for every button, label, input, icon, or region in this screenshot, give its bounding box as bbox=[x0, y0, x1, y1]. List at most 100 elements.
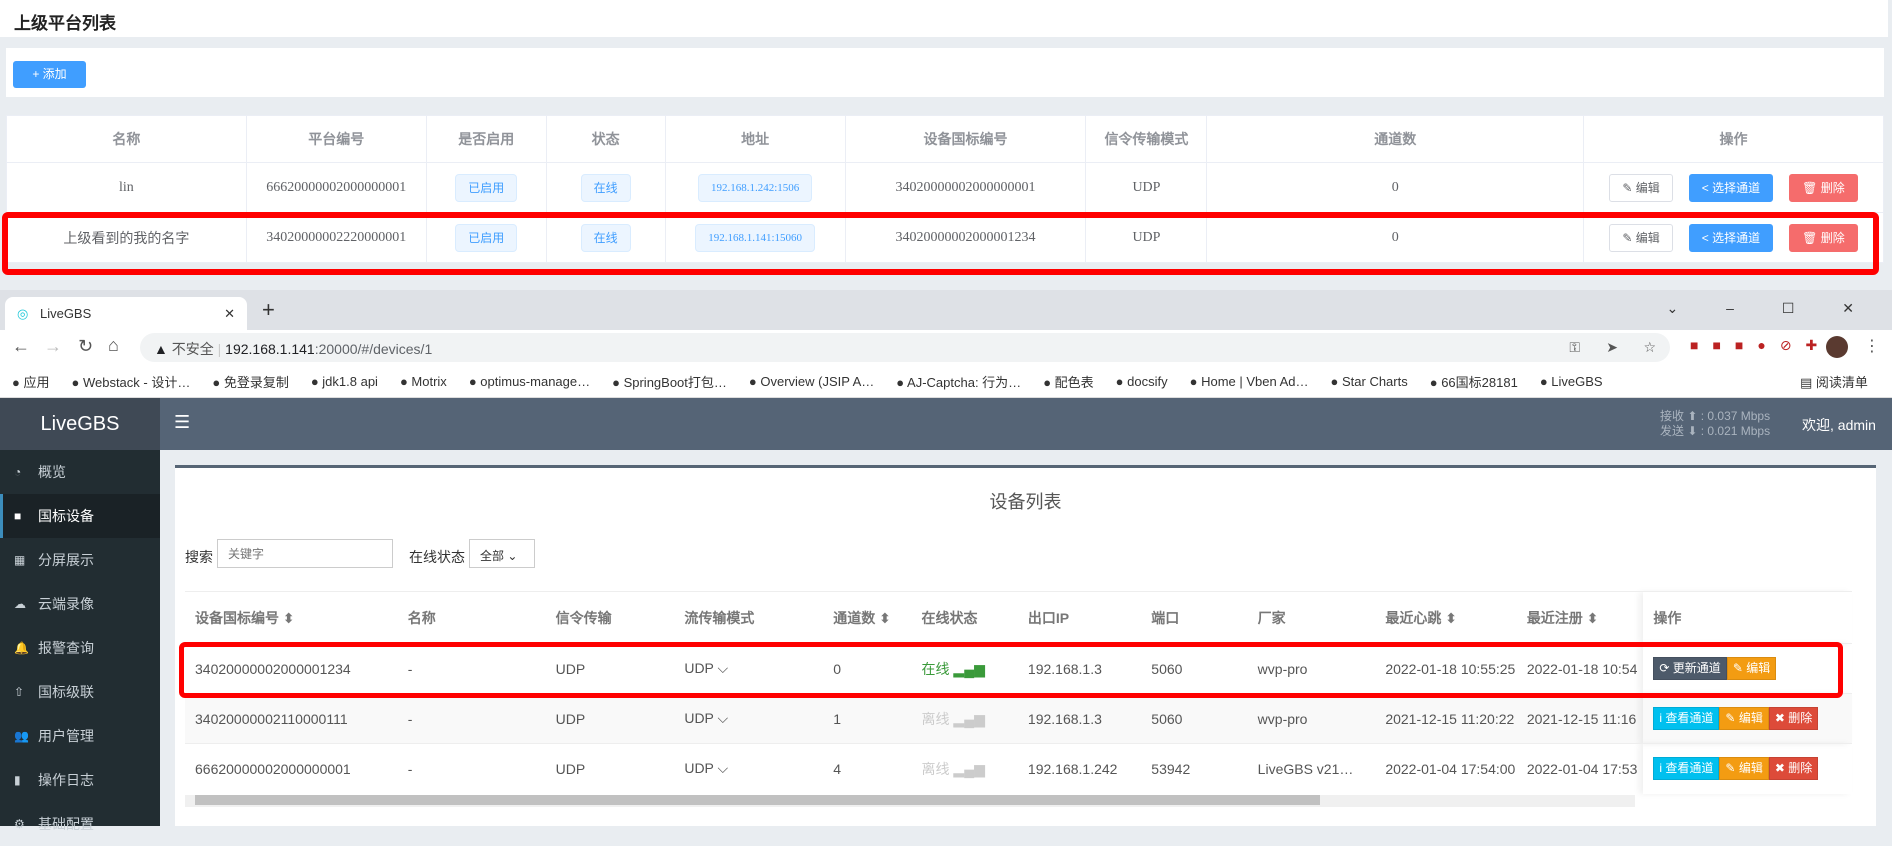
status-filter-value: 全部 bbox=[480, 549, 505, 563]
vendor-value: wvp-pro bbox=[1257, 660, 1308, 677]
file-icon: ▮ bbox=[14, 773, 21, 787]
ip-value: 192.168.1.3 bbox=[1027, 660, 1102, 677]
search-input[interactable] bbox=[217, 539, 393, 568]
bookmark-item[interactable]: ● AJ-Captcha: 行为… bbox=[896, 375, 1022, 390]
sidebar-item-cloud-upload[interactable]: ⇧ 国标级联 bbox=[0, 670, 160, 714]
column-header[interactable]: 通道数 ⬍ bbox=[823, 591, 912, 644]
sidebar-item-file[interactable]: ▮ 操作日志 bbox=[0, 758, 160, 802]
bookmark-label: 应用 bbox=[23, 375, 50, 390]
op-button[interactable]: ✎ 编辑 bbox=[1726, 657, 1777, 680]
column-header[interactable]: 最近注册 ⬍ bbox=[1516, 591, 1644, 644]
cell-stream[interactable]: UDP ⌵ bbox=[674, 693, 824, 744]
scrollbar-thumb[interactable] bbox=[195, 795, 1320, 805]
browser-tab-strip: ◎ LiveGBS ✕ + ⌄ – ☐ ✕ bbox=[0, 290, 1892, 330]
sidebar-item-cloud[interactable]: ☁ 云端录像 bbox=[0, 582, 160, 626]
op-button[interactable]: i 查看通道 bbox=[1653, 707, 1720, 730]
close-tab-icon[interactable]: ✕ bbox=[224, 306, 235, 321]
bookmark-item[interactable]: ● jdk1.8 api bbox=[310, 374, 378, 389]
cell-stream[interactable]: UDP ⌵ bbox=[674, 743, 824, 794]
sidebar-item-label: 国标设备 bbox=[38, 508, 94, 524]
bookmark-item[interactable]: ● docsify bbox=[1115, 374, 1168, 389]
back-icon[interactable]: ← bbox=[12, 336, 30, 356]
extension-icons[interactable]: ■■■●⊘✚ bbox=[1690, 337, 1832, 353]
cell-online: 在线 ▂▄▆ bbox=[911, 643, 1018, 694]
cell-stream[interactable]: UDP ⌵ bbox=[674, 643, 824, 694]
stream-value: UDP ⌵ bbox=[684, 760, 729, 777]
cell-online: 离线 ▂▄▆ bbox=[911, 693, 1018, 744]
column-header: 端口 bbox=[1141, 591, 1248, 644]
bookmark-item[interactable]: ● Home | Vben Ad… bbox=[1189, 374, 1309, 389]
search-label: 搜索 bbox=[185, 549, 213, 565]
sidebar-item-video-camera[interactable]: ■ 国标设备 bbox=[0, 494, 160, 538]
vendor-value: LiveGBS v21… bbox=[1257, 760, 1354, 777]
reload-icon[interactable]: ↻ bbox=[78, 336, 94, 356]
bookmark-item[interactable]: ● 配色表 bbox=[1043, 375, 1094, 390]
column-header: 信令传输 bbox=[545, 591, 675, 644]
delete-button[interactable]: 🗑 删除 bbox=[1789, 173, 1858, 202]
home-icon[interactable]: ⌂ bbox=[108, 335, 119, 355]
bandwidth: 接收 ⬆ : 0.037 Mbps 发送 ⬇ : 0.021 Mbps bbox=[1660, 409, 1770, 439]
edit-button[interactable]: ✎ 编辑 bbox=[1609, 173, 1673, 202]
edit-label: 编辑 bbox=[1635, 230, 1660, 245]
dashboard-icon: ◔ bbox=[14, 465, 22, 479]
edit-button[interactable]: ✎ 编辑 bbox=[1609, 223, 1673, 252]
horizontal-scrollbar[interactable] bbox=[185, 795, 1635, 807]
cell-sig: UDP bbox=[545, 743, 675, 794]
bookmark-item[interactable]: ● 应用 bbox=[12, 375, 50, 390]
select-label: 选择通道 bbox=[1712, 230, 1761, 245]
op-button[interactable]: ⟳ 更新通道 bbox=[1653, 657, 1727, 680]
cell-ip: 192.168.1.3 bbox=[1017, 693, 1142, 744]
sidebar-item-gears[interactable]: ⚙ 基础配置 bbox=[0, 802, 160, 846]
op-button[interactable]: ✖ 删除 bbox=[1768, 707, 1819, 730]
status-filter-select[interactable]: 全部 ⌄ bbox=[469, 539, 535, 568]
sidebar-item-grid[interactable]: ▦ 分屏展示 bbox=[0, 538, 160, 582]
add-button[interactable]: + 添加 bbox=[13, 61, 86, 88]
sig-value: UDP bbox=[555, 660, 586, 677]
profile-avatar[interactable] bbox=[1826, 336, 1848, 358]
browser-tab[interactable]: ◎ LiveGBS ✕ bbox=[5, 297, 247, 330]
column-header[interactable]: 设备国标编号 ⬍ bbox=[185, 591, 398, 644]
column-header[interactable]: 最近心跳 ⬍ bbox=[1375, 591, 1517, 644]
send-icon[interactable]: ➤ bbox=[1606, 339, 1618, 355]
cell-vendor: wvp-pro bbox=[1247, 643, 1376, 694]
page-title: 上级平台列表 bbox=[0, 0, 1888, 37]
bookmark-item[interactable]: ● Overview (JSIP A… bbox=[748, 374, 875, 389]
url-input[interactable]: ▲ 不安全 | 192.168.1.141:20000/#/devices/1 … bbox=[140, 333, 1670, 362]
op-button[interactable]: ✎ 编辑 bbox=[1719, 707, 1769, 730]
bookmark-item[interactable]: ● optimus-manage… bbox=[468, 374, 591, 389]
sidebar-item-users[interactable]: 👥 用户管理 bbox=[0, 714, 160, 758]
cell-id: 34020000002000001234 bbox=[185, 643, 398, 694]
select-channel-button[interactable]: < 选择通道 bbox=[1688, 173, 1774, 202]
sidebar-item-dashboard[interactable]: ◔ 概览 bbox=[0, 450, 160, 494]
hamburger-icon[interactable]: ☰ bbox=[174, 412, 191, 432]
bookmark-star-icon[interactable]: ☆ bbox=[1643, 339, 1656, 355]
forward-icon[interactable]: → bbox=[44, 336, 62, 356]
bookmark-item[interactable]: ● Webstack - 设计… bbox=[71, 375, 191, 390]
new-tab-icon[interactable]: + bbox=[262, 297, 275, 322]
window-controls[interactable]: ⌄ – ☐ ✕ bbox=[1666, 300, 1876, 316]
app-logo[interactable]: LiveGBS bbox=[0, 398, 160, 450]
op-button[interactable]: i 查看通道 bbox=[1653, 757, 1720, 781]
bookmark-item[interactable]: ● Star Charts bbox=[1330, 374, 1408, 389]
column-header: 在线状态 bbox=[911, 591, 1018, 644]
bookmark-item[interactable]: ● Motrix bbox=[399, 374, 447, 389]
menu-icon[interactable]: ⋮ bbox=[1864, 338, 1880, 355]
user-menu[interactable]: 欢迎, admin bbox=[1802, 417, 1876, 433]
device-row: 34020000002000001234 - UDP UDP ⌵ 0 在线 ▂▄▆ 192.… bbox=[185, 643, 1852, 694]
cell-hb: 2022-01-04 17:54:00 bbox=[1375, 743, 1517, 794]
op-button[interactable]: ✖ 删除 bbox=[1768, 757, 1819, 781]
column-header: 操作 bbox=[1583, 115, 1884, 163]
reading-list[interactable]: ▤ 阅读清单 bbox=[1800, 375, 1868, 390]
bookmark-item[interactable]: ● LiveGBS bbox=[1539, 374, 1603, 389]
bookmark-item[interactable]: ● 免登录复制 bbox=[212, 375, 289, 390]
bookmark-item[interactable]: ● SpringBoot打包… bbox=[612, 375, 727, 390]
delete-button[interactable]: 🗑 删除 bbox=[1789, 223, 1858, 252]
op-button[interactable]: ✎ 编辑 bbox=[1719, 757, 1769, 781]
key-icon[interactable]: ⚿ bbox=[1569, 339, 1580, 355]
bookmark-label: 免登录复制 bbox=[223, 375, 289, 390]
bookmark-label: 配色表 bbox=[1054, 375, 1094, 390]
select-channel-button[interactable]: < 选择通道 bbox=[1688, 223, 1774, 252]
ch-value: 4 bbox=[833, 760, 842, 777]
bookmark-item[interactable]: ● 66国标28181 bbox=[1429, 375, 1518, 390]
sidebar-item-bell[interactable]: 🔔 报警查询 bbox=[0, 626, 160, 670]
